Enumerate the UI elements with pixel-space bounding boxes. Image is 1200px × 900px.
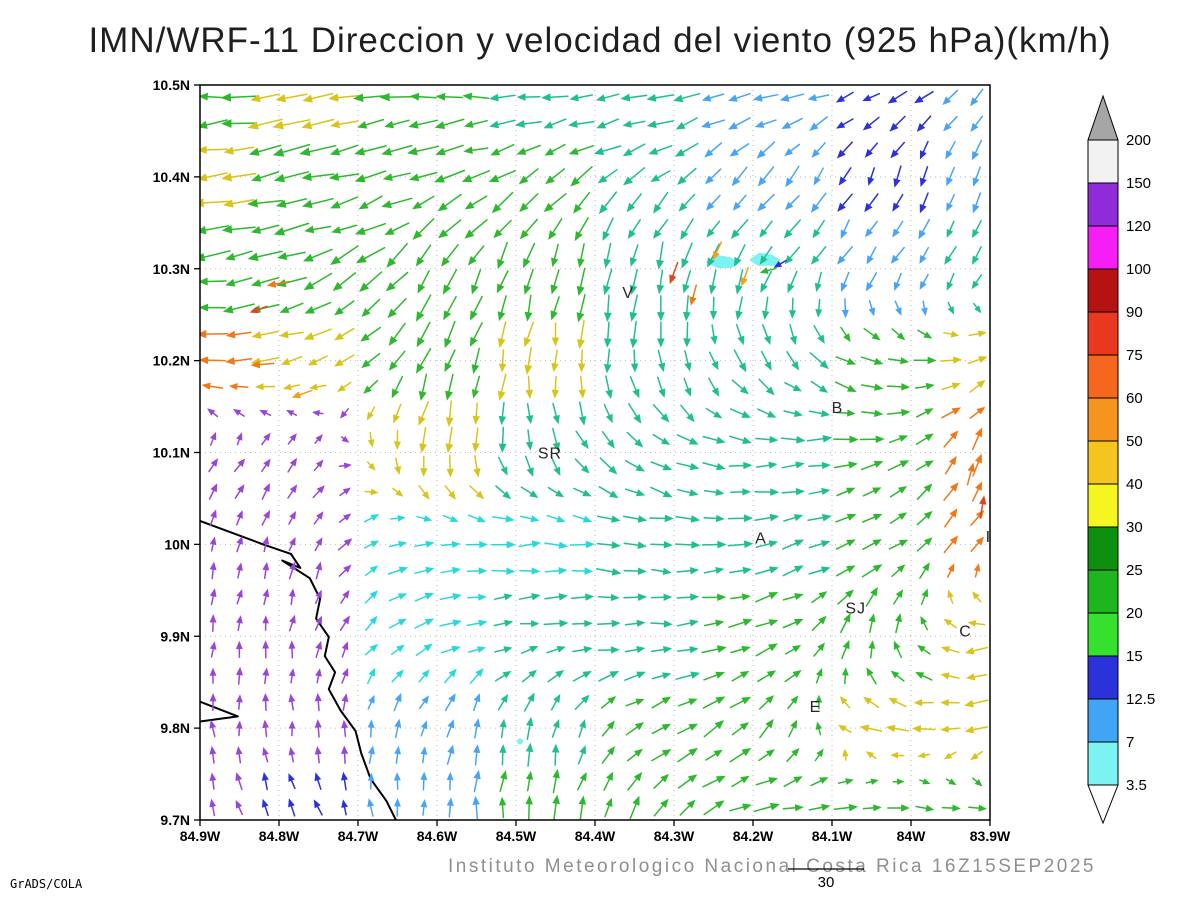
colorbar-box — [1087, 741, 1119, 786]
y-tick-label: 10N — [164, 536, 190, 552]
grid-layer — [200, 85, 990, 820]
shaded-patches-layer — [517, 252, 781, 745]
colorbar-label: 15 — [1126, 648, 1143, 665]
shaded-dot — [517, 738, 523, 745]
city-label: SR — [538, 445, 562, 462]
colorbar-box — [1087, 182, 1119, 227]
x-tick-label: 84.5W — [496, 828, 537, 844]
colorbar-label: 20 — [1126, 605, 1143, 622]
y-tick-label: 10.2N — [153, 353, 190, 369]
colorbar-label: 150 — [1126, 175, 1151, 192]
colorbar-label: 200 — [1126, 132, 1151, 149]
colorbar: 3.5 7 12.5 15 20 25 30 40 50 60 75 90 100 120 150 200 — [1087, 94, 1155, 825]
colorbar-box — [1087, 569, 1119, 614]
grads-credit: GrADS/COLA — [10, 877, 83, 891]
city-label: B — [832, 400, 844, 417]
y-tick-label: 9.7N — [160, 812, 190, 828]
coastline — [200, 700, 239, 723]
y-tick-label: 10.4N — [153, 169, 190, 185]
x-tick-label: 84.3W — [654, 828, 695, 844]
colorbar-label: 60 — [1126, 390, 1143, 407]
city-label: A — [755, 531, 767, 548]
colorbar-box — [1087, 612, 1119, 657]
city-label: I — [986, 529, 991, 546]
colorbar-box — [1087, 139, 1119, 184]
colorbar-box — [1087, 655, 1119, 700]
colorbar-box — [1087, 440, 1119, 485]
city-label: V — [622, 285, 634, 302]
x-tick-label: 84.4W — [575, 828, 616, 844]
x-tick-label: 83.9W — [970, 828, 1011, 844]
y-tick-label: 9.8N — [160, 720, 190, 736]
station-labels-layer: V B SR A SJ C E I — [538, 285, 991, 716]
x-tick-label: 84W — [897, 828, 927, 844]
colorbar-box — [1087, 268, 1119, 313]
y-tick-label: 10.3N — [153, 261, 190, 277]
x-tick-label: 84.1W — [812, 828, 853, 844]
colorbar-box — [1087, 311, 1119, 356]
colorbar-label: 40 — [1126, 476, 1143, 493]
colorbar-label: 90 — [1126, 304, 1143, 321]
colorbar-box — [1087, 354, 1119, 399]
colorbar-under-triangle — [1087, 784, 1119, 825]
y-tick-label: 10.1N — [153, 445, 190, 461]
colorbar-label: 7 — [1126, 734, 1134, 751]
vector-scale-label: 30 — [818, 874, 835, 891]
city-label: C — [959, 623, 972, 640]
y-tick-label: 9.9N — [160, 628, 190, 644]
wind-arrows-layer — [200, 88, 989, 820]
footer-caption: Instituto Meteorologico Nacional Costa R… — [448, 856, 1096, 877]
colorbar-box — [1087, 397, 1119, 442]
city-label: SJ — [845, 601, 866, 618]
colorbar-box — [1087, 225, 1119, 270]
colorbar-label: 30 — [1126, 519, 1143, 536]
colorbar-label: 50 — [1126, 433, 1143, 450]
axis-layer: 84.9W 84.8W 84.7W 84.6W 84.5W 84.4W 84.3W 84.2W… — [153, 77, 1011, 844]
colorbar-label: 100 — [1126, 261, 1151, 278]
colorbar-box — [1087, 483, 1119, 528]
x-tick-label: 84.9W — [180, 828, 221, 844]
x-tick-label: 84.8W — [259, 828, 300, 844]
y-tick-label: 10.5N — [153, 77, 190, 93]
colorbar-label: 12.5 — [1126, 691, 1155, 708]
colorbar-label: 75 — [1126, 347, 1143, 364]
coastline — [200, 519, 397, 820]
plot-frame — [199, 84, 991, 821]
coastline-layer — [200, 519, 397, 820]
x-tick-label: 84.6W — [417, 828, 458, 844]
city-label: E — [810, 699, 822, 716]
colorbar-label: 25 — [1126, 562, 1143, 579]
colorbar-box — [1087, 698, 1119, 743]
x-tick-label: 84.2W — [733, 828, 774, 844]
colorbar-label: 3.5 — [1126, 777, 1147, 794]
x-tick-label: 84.7W — [338, 828, 379, 844]
colorbar-over-triangle — [1087, 94, 1119, 141]
colorbar-box — [1087, 526, 1119, 571]
colorbar-label: 120 — [1126, 218, 1151, 235]
chart-title: IMN/WRF-11 Direccion y velocidad del vie… — [88, 21, 1111, 60]
